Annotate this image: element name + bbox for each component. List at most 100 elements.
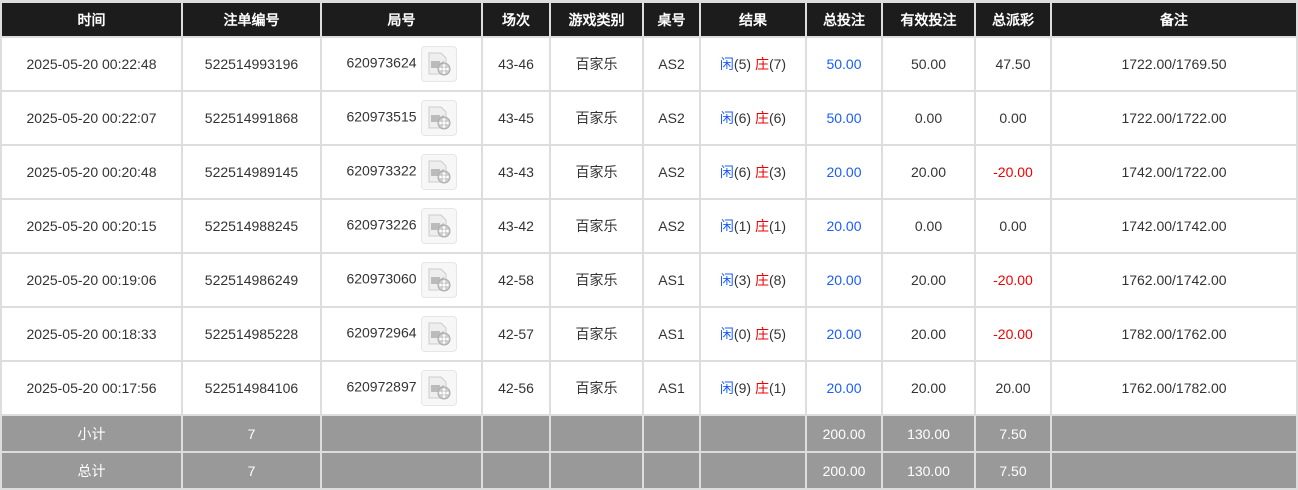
banker-label: 庄 [754, 218, 769, 234]
header-time: 时间 [0, 0, 183, 38]
header-game: 游戏类别 [549, 0, 644, 38]
cell-valid-bet: 20.00 [881, 252, 976, 308]
table-row: 2025-05-20 00:18:33 522514985228 6209729… [0, 306, 1298, 362]
cell-valid-bet: 20.00 [881, 144, 976, 200]
banker-score: (1) [768, 218, 787, 234]
player-score: (3) [733, 272, 752, 288]
round-number: 620972964 [346, 324, 417, 341]
banker-score: (6) [768, 110, 787, 126]
table-row: 2025-05-20 00:20:15 522514988245 6209732… [0, 198, 1298, 254]
cell-shoe: 42-57 [481, 306, 551, 362]
cell-note: 1742.00/1722.00 [1050, 144, 1298, 200]
total-label: 总计 [0, 451, 183, 490]
cell-game: 百家乐 [549, 90, 644, 146]
subtotal-label: 小计 [0, 414, 183, 453]
cell-table: AS2 [642, 90, 701, 146]
cell-result: 闲(9) 庄(1) [699, 360, 807, 416]
table-row: 2025-05-20 00:22:48 522514993196 6209736… [0, 36, 1298, 92]
cell-valid-bet: 20.00 [881, 306, 976, 362]
cell-round: 620973515 [320, 90, 483, 146]
player-score: (0) [733, 326, 752, 342]
player-score: (6) [733, 110, 752, 126]
cell-note: 1722.00/1722.00 [1050, 90, 1298, 146]
cell-table: AS1 [642, 360, 701, 416]
cell-result: 闲(6) 庄(6) [699, 90, 807, 146]
total-total-bet: 200.00 [805, 451, 883, 490]
cell-bet-id: 522514985228 [181, 306, 322, 362]
banker-score: (3) [768, 164, 787, 180]
cell-total-bet: 20.00 [805, 144, 883, 200]
cell-bet-id: 522514986249 [181, 252, 322, 308]
video-replay-icon[interactable] [420, 100, 457, 136]
cell-bet-id: 522514991868 [181, 90, 322, 146]
subtotal-valid-bet: 130.00 [881, 414, 976, 453]
cell-valid-bet: 20.00 [881, 360, 976, 416]
cell-round: 620973060 [320, 252, 483, 308]
cell-note: 1742.00/1742.00 [1050, 198, 1298, 254]
cell-game: 百家乐 [549, 360, 644, 416]
round-number: 620973322 [346, 162, 417, 179]
banker-label: 庄 [754, 272, 769, 288]
cell-game: 百家乐 [549, 144, 644, 200]
cell-result: 闲(6) 庄(3) [699, 144, 807, 200]
round-number: 620973515 [346, 108, 417, 125]
cell-result: 闲(1) 庄(1) [699, 198, 807, 254]
cell-game: 百家乐 [549, 198, 644, 254]
video-replay-icon[interactable] [420, 208, 457, 244]
round-number: 620972897 [346, 378, 417, 395]
cell-shoe: 43-42 [481, 198, 551, 254]
cell-payout: -20.00 [974, 306, 1052, 362]
banker-label: 庄 [754, 110, 769, 126]
header-total-bet: 总投注 [805, 0, 883, 38]
cell-payout: 0.00 [974, 198, 1052, 254]
total-valid-bet: 130.00 [881, 451, 976, 490]
cell-table: AS2 [642, 36, 701, 92]
cell-round: 620972964 [320, 306, 483, 362]
banker-score: (1) [768, 380, 787, 396]
cell-table: AS1 [642, 252, 701, 308]
cell-round: 620973322 [320, 144, 483, 200]
subtotal-row: 小计 7 200.00 130.00 7.50 [0, 414, 1298, 453]
cell-payout: 20.00 [974, 360, 1052, 416]
cell-time: 2025-05-20 00:20:48 [0, 144, 183, 200]
video-replay-icon[interactable] [420, 154, 457, 190]
cell-shoe: 43-45 [481, 90, 551, 146]
total-row: 总计 7 200.00 130.00 7.50 [0, 451, 1298, 490]
player-label: 闲 [719, 56, 734, 72]
header-note: 备注 [1050, 0, 1298, 38]
video-replay-icon[interactable] [420, 46, 457, 82]
total-count: 7 [181, 451, 322, 490]
header-result: 结果 [699, 0, 807, 38]
banker-score: (7) [768, 56, 787, 72]
cell-total-bet: 50.00 [805, 36, 883, 92]
banker-label: 庄 [754, 380, 769, 396]
cell-note: 1782.00/1762.00 [1050, 306, 1298, 362]
table-row: 2025-05-20 00:17:56 522514984106 6209728… [0, 360, 1298, 416]
cell-round: 620973226 [320, 198, 483, 254]
cell-total-bet: 20.00 [805, 198, 883, 254]
cell-table: AS1 [642, 306, 701, 362]
subtotal-count: 7 [181, 414, 322, 453]
cell-table: AS2 [642, 144, 701, 200]
cell-valid-bet: 0.00 [881, 198, 976, 254]
cell-note: 1762.00/1742.00 [1050, 252, 1298, 308]
video-replay-icon[interactable] [420, 262, 457, 298]
header-shoe: 场次 [481, 0, 551, 38]
header-payout: 总派彩 [974, 0, 1052, 38]
cell-round: 620972897 [320, 360, 483, 416]
header-round: 局号 [320, 0, 483, 38]
player-label: 闲 [719, 326, 734, 342]
cell-round: 620973624 [320, 36, 483, 92]
round-number: 620973624 [346, 54, 417, 71]
player-score: (5) [733, 56, 752, 72]
banker-score: (8) [768, 272, 787, 288]
cell-time: 2025-05-20 00:18:33 [0, 306, 183, 362]
cell-valid-bet: 50.00 [881, 36, 976, 92]
video-replay-icon[interactable] [420, 370, 457, 406]
cell-bet-id: 522514984106 [181, 360, 322, 416]
cell-time: 2025-05-20 00:22:07 [0, 90, 183, 146]
table-row: 2025-05-20 00:20:48 522514989145 6209733… [0, 144, 1298, 200]
video-replay-icon[interactable] [420, 316, 457, 352]
round-number: 620973226 [346, 216, 417, 233]
cell-total-bet: 50.00 [805, 90, 883, 146]
